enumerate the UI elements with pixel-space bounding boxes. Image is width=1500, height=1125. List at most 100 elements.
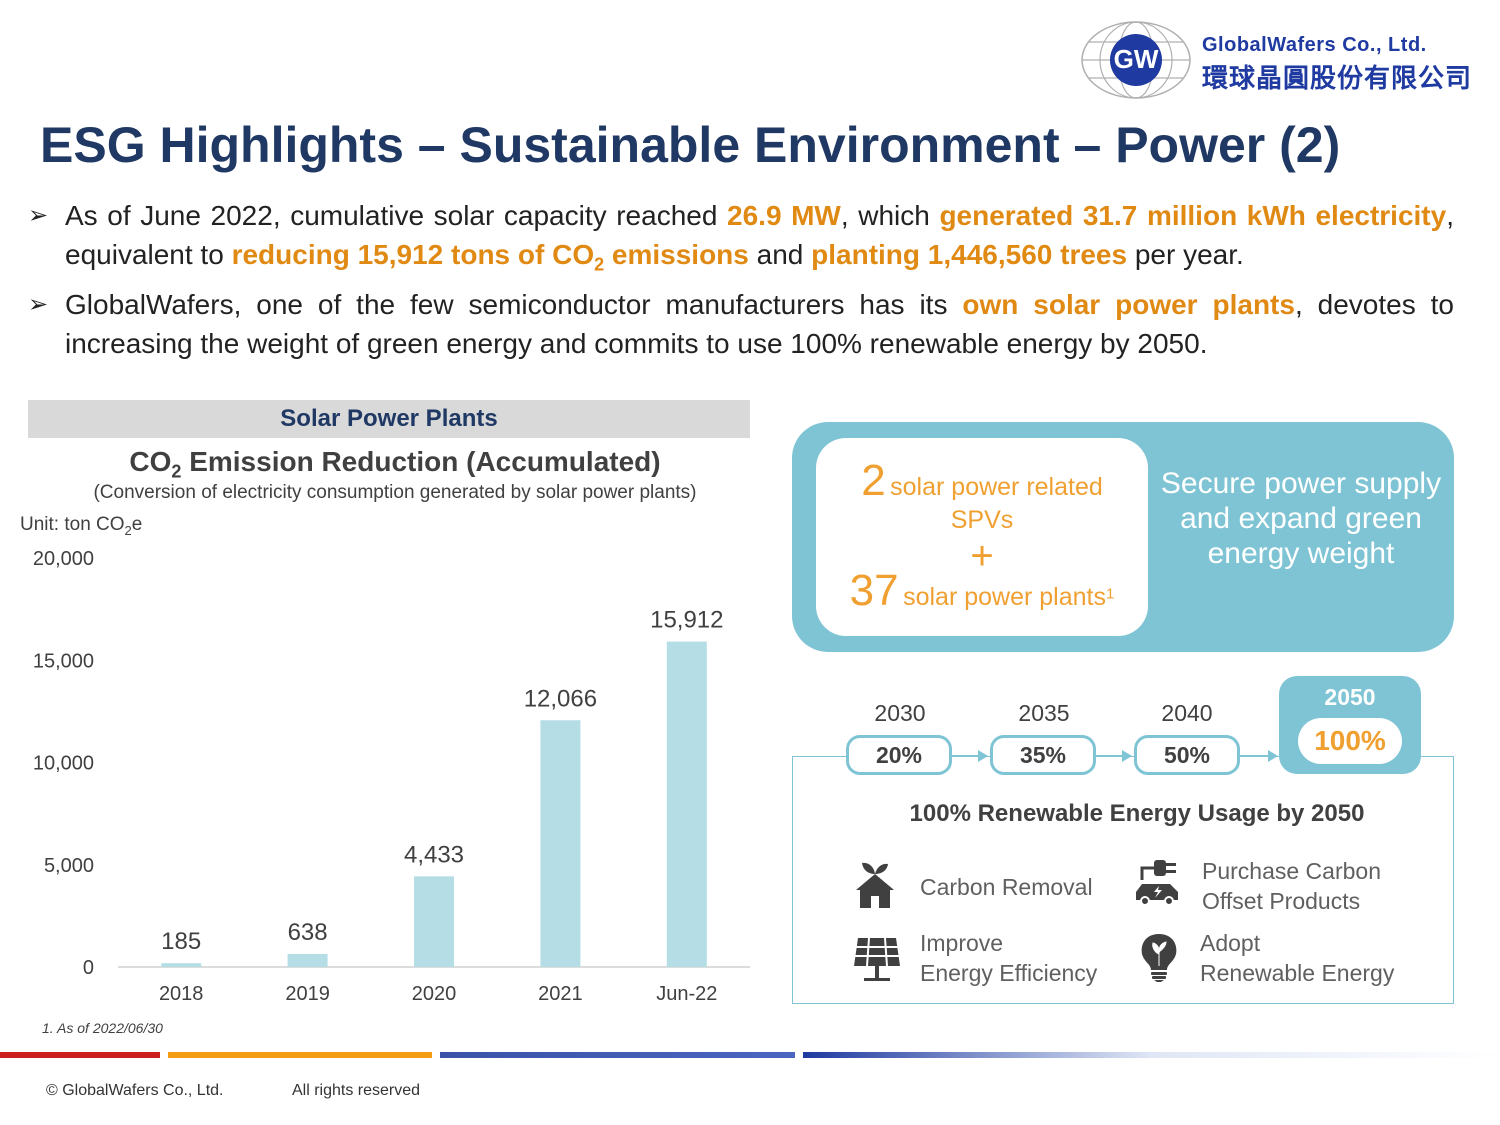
y-tick-label: 20,000 (33, 548, 94, 570)
y-tick-label: 10,000 (33, 753, 94, 775)
adopt-line2: Renewable Energy (1200, 960, 1395, 986)
footer-bar-blue (440, 1052, 795, 1058)
bar (414, 876, 454, 967)
arrow-bullet-icon: ➢ (28, 290, 49, 318)
x-tick-label: 2020 (412, 983, 457, 1005)
bullet-text: , equivalent to (65, 200, 1454, 270)
logo-company-zh: 環球晶圓股份有限公司 (1202, 63, 1473, 93)
plants-count: 37 (849, 566, 899, 615)
bullet-text: GlobalWafers, one of the few semiconduct… (65, 288, 963, 320)
plus-sign: + (970, 534, 994, 578)
plants-count-line: 37 solar power plants1 (816, 566, 1148, 616)
timeline-year-2030: 2030 (874, 700, 926, 726)
data-label: 12,066 (524, 685, 597, 712)
logo-company-en: GlobalWafers Co., Ltd. (1202, 34, 1427, 56)
spv-label: solar power related (890, 473, 1103, 501)
arrow-bullet-icon: ➢ (28, 202, 49, 229)
y-tick-label: 15,000 (33, 650, 94, 672)
highlight-capacity: 26.9 MW (727, 200, 841, 231)
timeline-year-2035: 2035 (1018, 700, 1070, 726)
y-tick-label: 5,000 (44, 855, 94, 877)
data-label: 15,912 (650, 607, 723, 634)
plants-label: solar power plants (903, 583, 1106, 611)
chart-title-b: Emission Reduction (Accumulated) (181, 446, 661, 477)
bar (287, 953, 328, 967)
bullet-text: per year. (1127, 239, 1244, 270)
data-label: 185 (161, 928, 201, 955)
x-tick-label: Jun-22 (656, 983, 717, 1005)
data-label: 4,433 (404, 841, 464, 868)
highlight-co2-text: reducing 15,912 tons of CO (231, 239, 595, 270)
footer-copyright: © GlobalWafers Co., Ltd. (46, 1082, 224, 1099)
bar (666, 641, 707, 967)
adopt-line1: Adopt (1200, 930, 1261, 956)
highlight-own-plants: own solar power plants (962, 288, 1295, 320)
carbon-removal-label: Carbon Removal (920, 874, 1093, 900)
purchase-offset-line1: Purchase Carbon (1202, 858, 1381, 884)
bullet-item-solar-capacity: ➢ As of June 2022, cumulative solar capa… (28, 196, 1454, 285)
arrow-head-icon (978, 750, 988, 762)
purchase-offset-line2: Offset Products (1202, 888, 1361, 914)
purchase-offset-label: Purchase Carbon Offset Products (1202, 856, 1381, 916)
section-header: Solar Power Plants (28, 400, 750, 438)
spv-count-line: 2 solar power related (816, 456, 1148, 506)
bullet-list: ➢ As of June 2022, cumulative solar capa… (28, 196, 1454, 363)
y-tick-label: 0 (83, 957, 94, 979)
x-tick-label: 2018 (159, 983, 204, 1005)
chart-unit-label: Unit: ton CO2e (20, 514, 142, 538)
timeline-arrow (1240, 755, 1268, 757)
chart-title-sub: 2 (171, 461, 182, 482)
highlight-co2-text-b: emissions (604, 239, 749, 270)
arrow-head-icon (1122, 750, 1132, 762)
arrow-head-icon (1268, 750, 1278, 762)
page-title: ESG Highlights – Sustainable Environment… (40, 117, 1341, 173)
bar-chart: 0 5,000 10,000 15,000 20,000 185 2018 638 2019 4,… (33, 548, 750, 1005)
spv-count: 2 (861, 456, 886, 505)
timeline-pill-2040: 50% (1134, 735, 1240, 775)
spv-label-b: SPVs (950, 506, 1014, 534)
globe-logo-icon (1081, 21, 1191, 99)
unit-sub: 2 (124, 522, 132, 538)
x-tick-label: 2021 (538, 983, 583, 1005)
x-tick-label: 2019 (285, 983, 330, 1005)
timeline-pill-2030: 20% (846, 735, 952, 775)
footnote: 1. As of 2022/06/30 (42, 1020, 163, 1036)
timeline-year-2040: 2040 (1161, 700, 1213, 726)
bullet-text: and (748, 239, 812, 270)
bar (540, 720, 581, 967)
secure-power-text: Secure power supply and expand green ene… (1160, 467, 1442, 570)
unit-text-a: Unit: ton CO (20, 514, 125, 535)
bar (161, 963, 202, 967)
company-logo: GW GlobalWafers Co., Ltd. 環球晶圓股份有限公司 (1080, 20, 1471, 102)
bullet-text: As of June 2022, cumulative solar capaci… (65, 200, 728, 231)
goal-year: 2050 (1324, 684, 1376, 710)
solar-panel-icon (854, 937, 900, 981)
highlight-co2-sub: 2 (594, 254, 605, 275)
improve-line1: Improve (920, 930, 1004, 956)
timeline-pill-2035: 35% (990, 735, 1096, 775)
lightbulb-leaf-icon (1141, 934, 1177, 982)
spv-inner-card (816, 438, 1148, 636)
chart-subtitle: (Conversion of electricity consumption g… (93, 482, 697, 503)
highlight-electricity: generated 31.7 million kWh electricity (939, 200, 1447, 231)
logo-badge: GW (1113, 44, 1159, 74)
highlight-trees: planting 1,446,560 trees (811, 239, 1128, 270)
footer-bar-red (0, 1052, 160, 1058)
renewable-title: 100% Renewable Energy Usage by 2050 (909, 800, 1365, 827)
bullet-item-own-plants: ➢ GlobalWafers, one of the few semicondu… (28, 285, 1454, 363)
plants-footnote-ref: 1 (1105, 585, 1115, 603)
chart-title: CO2 Emission Reduction (Accumulated) (40, 446, 750, 483)
footer-rights: All rights reserved (292, 1082, 421, 1099)
timeline-arrow (1096, 755, 1122, 757)
plug-car-icon (1136, 860, 1178, 906)
data-label: 638 (288, 919, 328, 946)
adopt-renewable-label: Adopt Renewable Energy (1200, 928, 1394, 988)
improve-efficiency-label: Improve Energy Efficiency (920, 928, 1097, 988)
highlight-co2: reducing 15,912 tons of CO2 emissions (231, 239, 749, 275)
timeline-arrow (952, 755, 978, 757)
chart-title-a: CO (129, 446, 172, 477)
bullet-text: , which (840, 200, 940, 231)
improve-line2: Energy Efficiency (920, 960, 1098, 986)
footer-bar-orange (168, 1052, 432, 1058)
bullet-text: , devotes to increasing the weight of gr… (65, 288, 1454, 359)
